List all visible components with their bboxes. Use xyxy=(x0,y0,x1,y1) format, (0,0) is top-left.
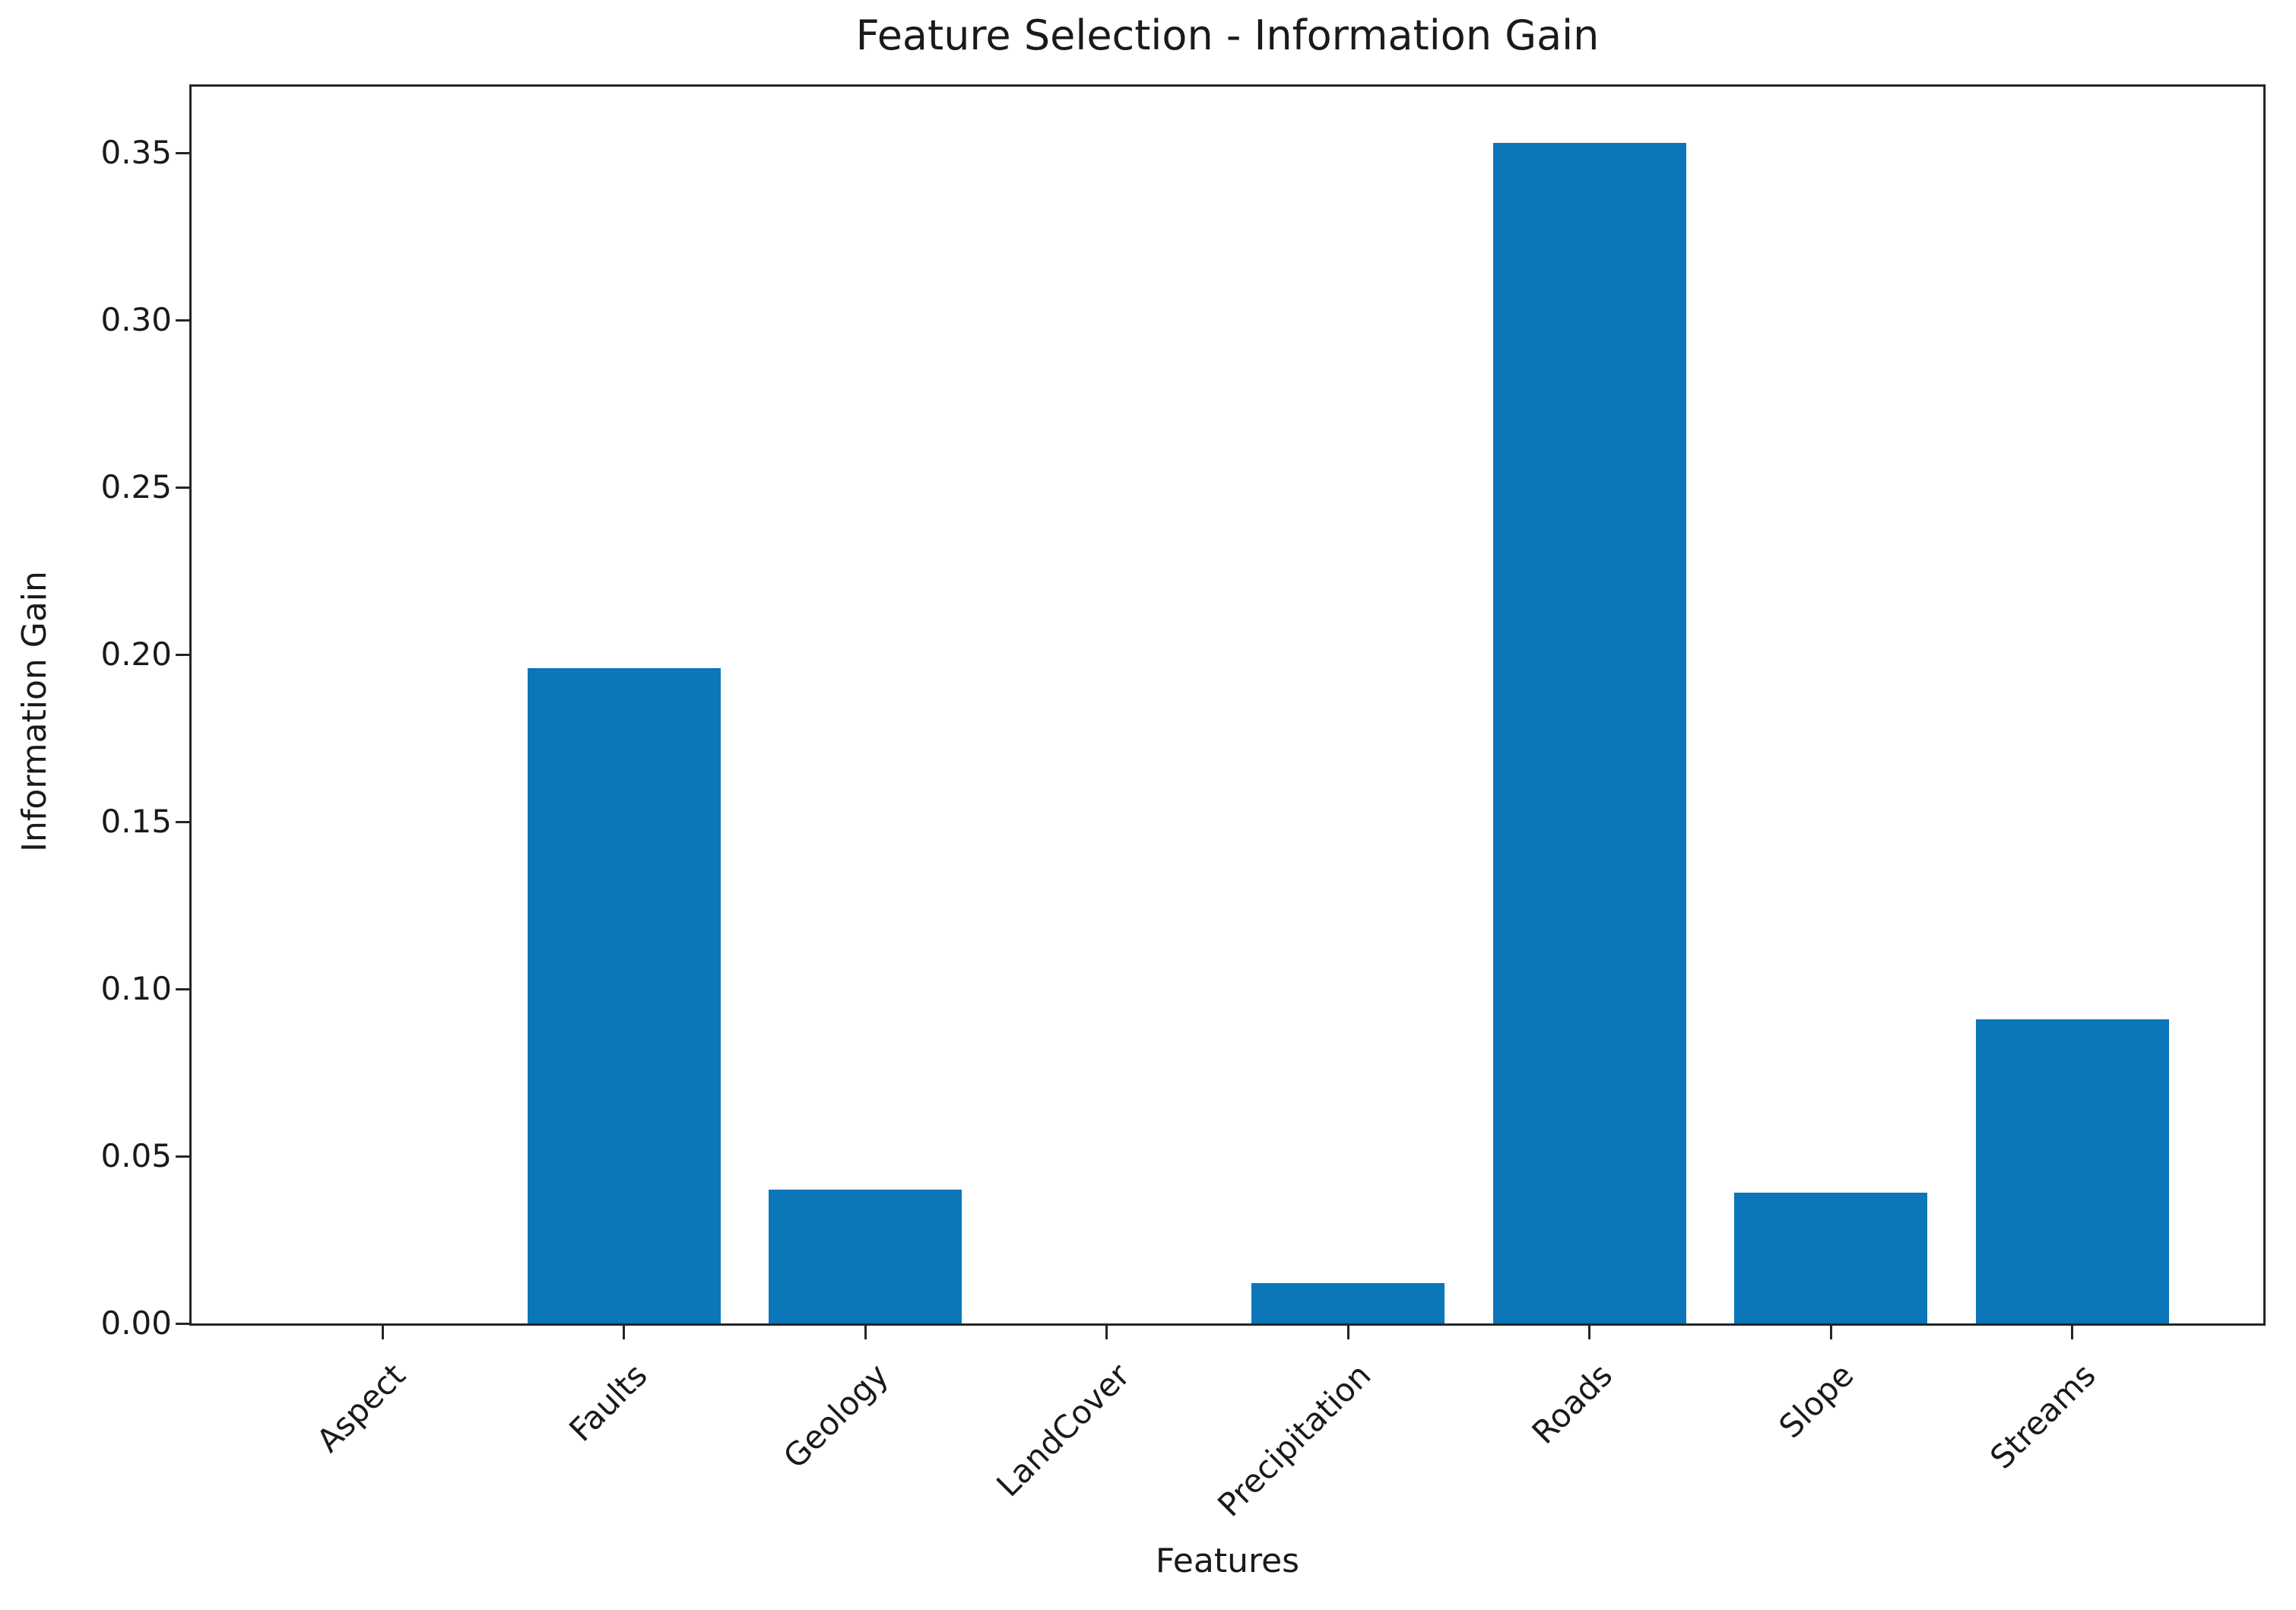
y-tick-label: 0.00 xyxy=(100,1304,172,1342)
x-tick-label-slope: Slope xyxy=(1771,1356,1861,1446)
x-tick-mark xyxy=(623,1326,625,1339)
chart-title: Feature Selection - Information Gain xyxy=(855,11,1600,59)
y-tick-mark xyxy=(176,653,189,656)
bar-slope xyxy=(1734,1193,1927,1323)
x-tick-mark xyxy=(1346,1326,1349,1339)
x-tick-label-geology: Geology xyxy=(775,1356,896,1476)
x-tick-mark xyxy=(1105,1326,1108,1339)
plot-area xyxy=(189,84,2266,1326)
y-tick-mark xyxy=(176,1322,189,1325)
x-tick-label-streams: Streams xyxy=(1982,1356,2103,1476)
bar-precipitation xyxy=(1251,1283,1445,1323)
x-tick-mark xyxy=(2071,1326,2073,1339)
bar-streams xyxy=(1975,1019,2169,1323)
x-tick-mark xyxy=(1588,1326,1590,1339)
y-tick-label: 0.25 xyxy=(100,468,172,506)
bar-faults xyxy=(527,668,721,1323)
x-tick-mark xyxy=(1829,1326,1832,1339)
y-tick-mark xyxy=(176,987,189,990)
x-tick-label-roads: Roads xyxy=(1524,1356,1620,1451)
y-tick-mark xyxy=(176,319,189,322)
y-tick-label: 0.05 xyxy=(100,1137,172,1174)
y-tick-label: 0.20 xyxy=(100,635,172,673)
x-tick-mark xyxy=(864,1326,867,1339)
x-tick-label-aspect: Aspect xyxy=(309,1356,413,1459)
y-tick-label: 0.10 xyxy=(100,970,172,1007)
x-tick-label-landcover: LandCover xyxy=(989,1356,1137,1504)
bar-roads xyxy=(1492,143,1686,1323)
y-tick-label: 0.15 xyxy=(100,803,172,840)
y-tick-mark xyxy=(176,1155,189,1158)
x-axis-label: Features xyxy=(1155,1542,1300,1580)
x-tick-label-precipitation: Precipitation xyxy=(1210,1356,1378,1524)
y-tick-label: 0.30 xyxy=(100,301,172,338)
y-tick-mark xyxy=(176,151,189,154)
x-tick-label-faults: Faults xyxy=(562,1356,655,1449)
y-tick-mark xyxy=(176,486,189,489)
bar-geology xyxy=(769,1190,962,1323)
x-tick-mark xyxy=(381,1326,384,1339)
y-tick-label: 0.35 xyxy=(100,134,172,171)
y-tick-mark xyxy=(176,820,189,823)
